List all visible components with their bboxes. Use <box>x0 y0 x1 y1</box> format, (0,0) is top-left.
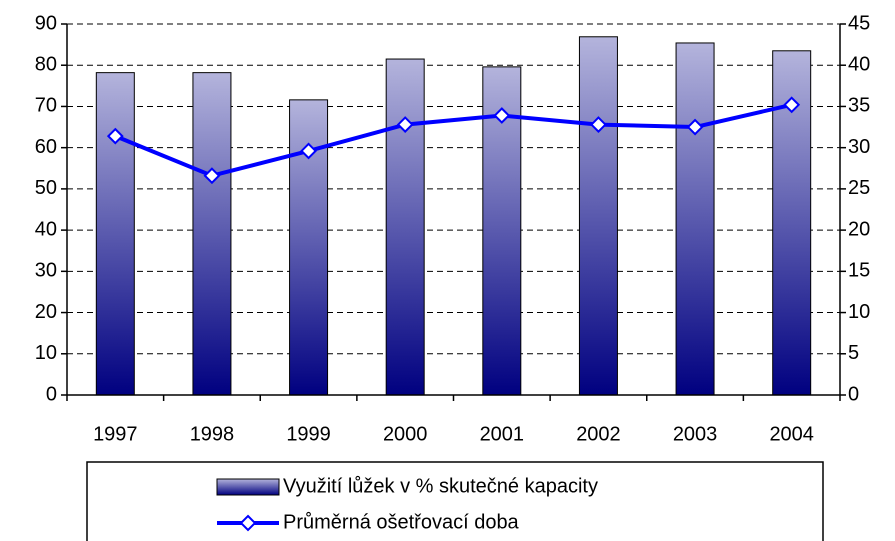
y2-tick-label: 45 <box>848 12 870 34</box>
marker <box>106 127 124 145</box>
y2-tick-label: 15 <box>848 260 870 282</box>
y-tick-label: 50 <box>35 177 57 199</box>
y2-tick-label: 5 <box>848 342 859 364</box>
y2-tick-label: 30 <box>848 136 870 158</box>
legend-marker <box>239 514 257 532</box>
marker <box>783 96 801 114</box>
marker <box>493 107 511 124</box>
x-tick-label: 2004 <box>769 423 814 445</box>
x-tick-label: 2001 <box>480 423 525 445</box>
legend-label: Průměrná ošetřovací doba <box>283 511 520 533</box>
x-tick-label: 1999 <box>286 423 331 445</box>
y2-tick-label: 35 <box>848 95 870 117</box>
y-tick-label: 0 <box>46 383 57 405</box>
y2-tick-label: 10 <box>848 301 870 323</box>
line <box>114 102 793 178</box>
bar <box>192 72 232 396</box>
y2-tick-label: 0 <box>848 383 859 405</box>
marker <box>686 118 704 136</box>
bar <box>95 72 135 396</box>
y-tick-label: 20 <box>35 301 57 323</box>
y-tick-label: 70 <box>35 95 57 117</box>
y2-tick-label: 40 <box>848 54 870 76</box>
y-tick-label: 30 <box>35 260 57 282</box>
marker <box>590 116 607 133</box>
y2-tick-label: 20 <box>848 218 870 240</box>
bar <box>385 58 425 396</box>
y-tick-label: 60 <box>35 136 57 158</box>
y-tick-label: 40 <box>35 218 57 240</box>
y2-tick-label: 25 <box>848 177 870 199</box>
legend-box <box>86 461 824 541</box>
y-tick-label: 80 <box>35 54 57 76</box>
x-tick-label: 1998 <box>190 423 235 445</box>
marker <box>396 116 414 133</box>
legend-swatch <box>216 478 280 496</box>
x-tick-label: 1997 <box>93 423 138 445</box>
x-tick-label: 2003 <box>673 423 718 445</box>
marker <box>300 142 317 160</box>
y-tick-label: 90 <box>35 12 57 34</box>
x-tick-label: 2002 <box>576 423 621 445</box>
legend-label: Využití lůžek v % skutečné kapacity <box>283 475 598 497</box>
bar <box>675 42 715 396</box>
marker <box>203 167 221 185</box>
bar <box>578 36 618 396</box>
x-tick-label: 2000 <box>383 423 428 445</box>
y-tick-label: 10 <box>35 342 57 364</box>
